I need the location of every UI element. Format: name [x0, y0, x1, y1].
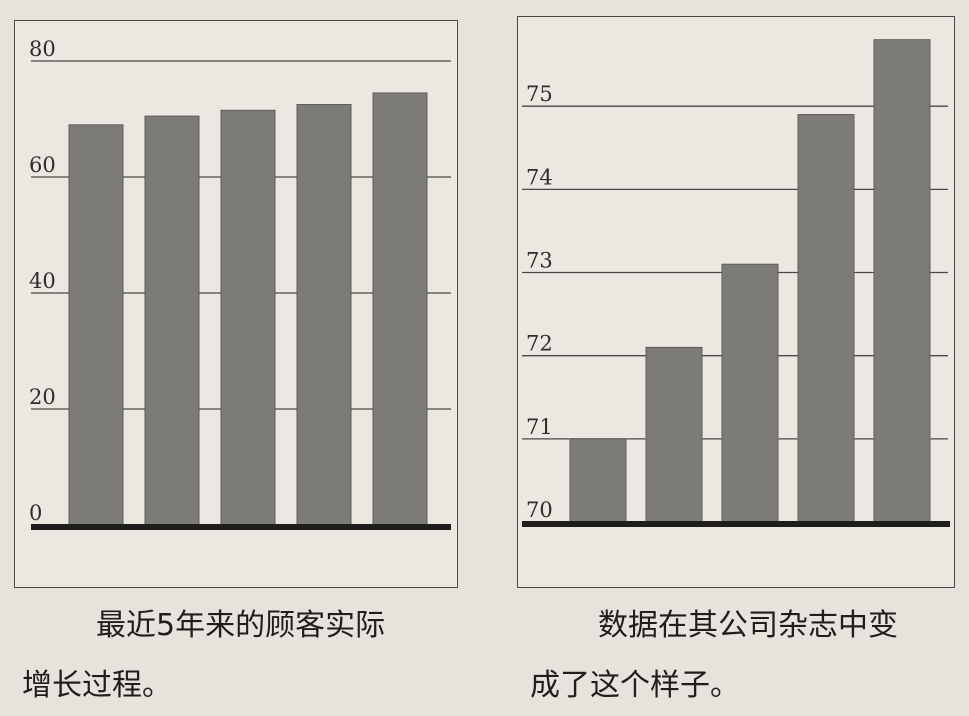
actual-ytick-label-0: 0: [29, 501, 42, 525]
actual-bar-1: [68, 124, 124, 526]
magazine-bar-4: [797, 114, 855, 523]
actual-bar-3: [220, 109, 276, 526]
magazine-ytick-label-1: 71: [526, 415, 553, 439]
actual-bar-2: [144, 115, 200, 526]
caption-magazine-line-2: 成了这个样子。: [530, 668, 740, 703]
caption-magazine-line-1: 数据在其公司杂志中变: [598, 608, 898, 643]
magazine-bar-1: [569, 438, 627, 523]
magazine-ytick-label-2: 72: [526, 332, 553, 356]
actual-bar-4: [296, 104, 352, 526]
magazine-ytick-label-0: 70: [526, 498, 553, 522]
chart-panel-actual: 0 20 40 60 80: [14, 20, 458, 588]
actual-ytick-label-1: 20: [29, 385, 56, 409]
magazine-ytick-label-5: 75: [526, 82, 553, 106]
chart-panel-magazine: 70 71 72 73 74 75: [517, 16, 955, 588]
bar-chart-magazine: 70 71 72 73 74 75: [522, 39, 950, 527]
actual-ytick-label-2: 40: [29, 269, 56, 293]
caption-actual-line-1: 最近5年来的顾客实际: [96, 608, 386, 643]
magazine-bar-3: [721, 263, 779, 523]
magazine-ytick-label-3: 73: [526, 249, 553, 273]
actual-ytick-label-4: 80: [29, 37, 56, 61]
bar-chart-actual: 0 20 40 60 80: [29, 37, 451, 530]
actual-bar-5: [372, 92, 428, 526]
magazine-bar-5: [873, 39, 931, 523]
actual-ytick-label-3: 60: [29, 153, 56, 177]
magazine-bar-2: [645, 346, 703, 523]
caption-actual-line-2: 增长过程。: [22, 668, 172, 703]
magazine-ytick-label-4: 74: [526, 165, 553, 189]
